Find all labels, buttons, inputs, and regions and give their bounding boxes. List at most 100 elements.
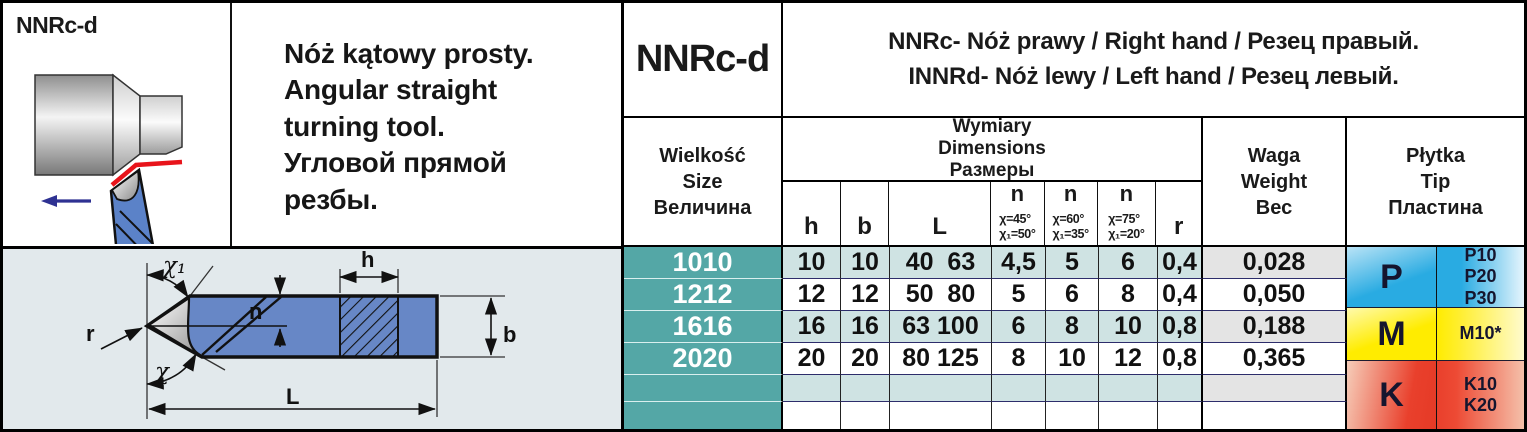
dimensions-title: Wymiary Dimensions Размеры xyxy=(783,116,1201,182)
hand-variants-cell: NNRc- Nóż prawy / Right hand / Резец пра… xyxy=(783,3,1524,116)
weight-ru: Вес xyxy=(1255,196,1293,219)
size-cell: 1010 xyxy=(624,247,783,279)
h-cell: 10 xyxy=(783,247,841,279)
b-cell xyxy=(841,402,890,429)
weight-cell: 0,188 xyxy=(1203,311,1347,343)
b-cell: 20 xyxy=(841,343,890,375)
col-header-r: r xyxy=(1173,213,1184,240)
grade-k-letter: K xyxy=(1347,361,1437,429)
dimensions-en: Dimensions xyxy=(938,138,1046,160)
grade-m-block: M M10* xyxy=(1347,308,1524,361)
b-label: b xyxy=(503,322,516,347)
column-header-row: Wielkość Size Величина Wymiary Dimension… xyxy=(624,116,1524,247)
n75-cell: 10 xyxy=(1099,311,1158,343)
r-cell: 0,4 xyxy=(1158,279,1203,311)
face-edge-line xyxy=(215,296,282,353)
description-panel: Nóż kątowy prosty. Angular straight turn… xyxy=(234,3,621,246)
l-cell: 80 125 xyxy=(890,343,992,375)
chi1-35: χ₁=35° xyxy=(1052,227,1090,241)
right-hand-line: NNRc- Nóż prawy / Right hand / Резец пра… xyxy=(888,27,1419,55)
l-cell: 40 63 xyxy=(890,247,992,279)
weight-en: Weight xyxy=(1240,170,1308,193)
b-cell: 16 xyxy=(841,311,890,343)
col-header-h: h xyxy=(783,182,841,245)
h-cell: 16 xyxy=(783,311,841,343)
table-row: 1616 16 16 63 100 6 8 10 0,8 0,188 xyxy=(624,311,1347,343)
n45-cell: 8 xyxy=(992,343,1046,375)
n75-cell: 6 xyxy=(1099,247,1158,279)
table-data-area: 1010 10 10 40 63 4,5 5 6 0,4 0,028 1212 … xyxy=(624,245,1524,429)
col-header-l: L xyxy=(889,182,991,245)
dimension-drawing-panel: χ₁ h n r χ b L xyxy=(3,246,621,429)
size-column-header: Wielkość Size Величина xyxy=(624,118,783,245)
b-cell: 10 xyxy=(841,247,890,279)
n60-cell: 8 xyxy=(1046,311,1099,343)
table-code-cell: NNRc-d xyxy=(624,3,783,116)
n-label: n xyxy=(249,299,262,324)
grade-p-letter: P xyxy=(1347,247,1437,307)
grade-item: P20 xyxy=(1464,266,1497,287)
h-label: h xyxy=(361,249,374,272)
grade-m-items: M10* xyxy=(1437,308,1524,360)
tip-column-header: Płytka Tip Пластина xyxy=(1347,118,1524,245)
col-header-n60: n χ=60° χ₁=35° xyxy=(1045,182,1098,245)
l-cell xyxy=(890,375,992,402)
chi-45: χ=45° xyxy=(999,212,1031,226)
table-row: 2020 20 20 80 125 8 10 12 0,8 0,365 xyxy=(624,343,1347,375)
col-header-n75: n χ=75° χ₁=20° xyxy=(1098,182,1157,245)
size-cell: 2020 xyxy=(624,343,783,375)
n45-cell: 5 xyxy=(992,279,1046,311)
dimensions-ru: Размеры xyxy=(949,159,1035,181)
tool-face-edge-line xyxy=(119,210,153,244)
r-label: r xyxy=(86,321,95,346)
machined-surface-line xyxy=(110,159,183,187)
desc-line: Угловой прямой xyxy=(284,147,507,179)
r-cell: 0,8 xyxy=(1158,343,1203,375)
n45-cell xyxy=(992,402,1046,429)
chi1-label: χ₁ xyxy=(161,253,186,279)
grade-k-items: K10 K20 xyxy=(1437,361,1524,429)
dimension-subheaders: h b L n χ=45° χ₁=50° n χ=60° xyxy=(783,182,1201,245)
n-letter: n xyxy=(1063,181,1078,206)
tip-en: Tip xyxy=(1420,170,1451,193)
tool-description: Nóż kątowy prosty. Angular straight turn… xyxy=(234,3,621,218)
workpiece-small-cylinder xyxy=(139,95,183,155)
dimension-drawing: χ₁ h n r χ b L xyxy=(86,247,516,419)
weight-cell xyxy=(1203,402,1347,429)
weight-column-header: Waga Weight Вес xyxy=(1203,118,1347,245)
chi1-20: χ₁=20° xyxy=(1108,227,1145,241)
grade-item: K20 xyxy=(1463,395,1498,415)
n45-cell: 6 xyxy=(992,311,1046,343)
l-cell: 50 80 xyxy=(890,279,992,311)
weight-cell xyxy=(1203,375,1347,402)
l-cell xyxy=(890,402,992,429)
b-cell xyxy=(841,375,890,402)
l-cell: 63 100 xyxy=(890,311,992,343)
dimension-table: NNRc-d NNRc- Nóż prawy / Right hand / Ре… xyxy=(621,3,1524,429)
chi-60: χ=60° xyxy=(1052,212,1085,226)
n60-cell: 6 xyxy=(1046,279,1099,311)
n75-cell: 8 xyxy=(1099,279,1158,311)
tool-tip-face xyxy=(146,295,203,358)
table-row-empty xyxy=(624,375,1347,402)
n45-cell xyxy=(992,375,1046,402)
size-header-en: Size xyxy=(682,170,723,193)
weight-cell: 0,365 xyxy=(1203,343,1347,375)
n60-cell: 10 xyxy=(1046,343,1099,375)
r-cell: 0,8 xyxy=(1158,311,1203,343)
desc-line: резбы. xyxy=(284,183,378,215)
grade-item: P30 xyxy=(1464,287,1497,308)
r-cell xyxy=(1158,402,1203,429)
n-letter: n xyxy=(1119,181,1134,206)
chi-label: χ xyxy=(153,359,171,385)
weight-cell: 0,028 xyxy=(1203,247,1347,279)
workpiece-large-cylinder xyxy=(34,74,114,176)
weight-cell: 0,050 xyxy=(1203,279,1347,311)
dimension-lines xyxy=(100,269,498,416)
size-cell: 1616 xyxy=(624,311,783,343)
r-cell: 0,4 xyxy=(1158,247,1203,279)
chi1-50: χ₁=50° xyxy=(999,227,1036,241)
tool-cutting-face xyxy=(110,169,140,202)
workpiece-cone xyxy=(112,73,141,177)
